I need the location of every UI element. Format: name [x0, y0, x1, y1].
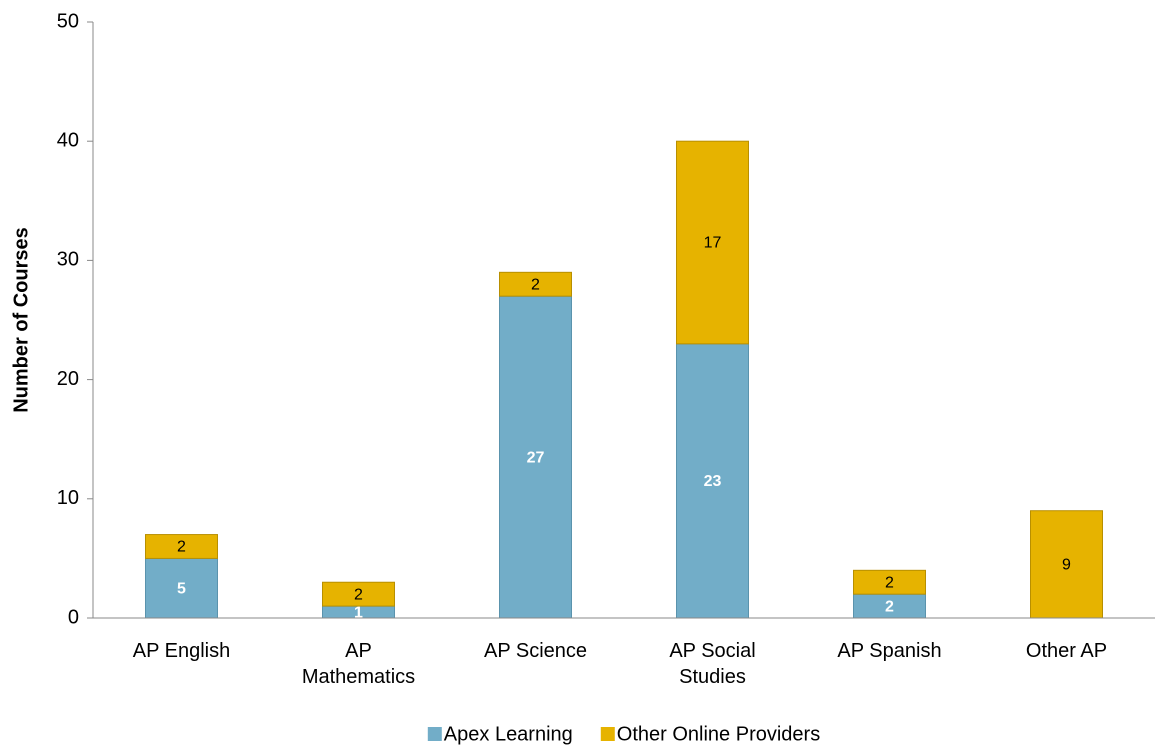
- data-label: 2: [885, 574, 894, 591]
- data-label: 17: [704, 235, 722, 252]
- data-label: 27: [527, 449, 545, 466]
- x-tick-label: AP Mathematics: [302, 640, 415, 688]
- legend-swatch: [427, 727, 442, 741]
- data-label: 2: [885, 598, 894, 615]
- y-tick-label: 0: [68, 606, 79, 628]
- x-tick-label: AP English: [133, 640, 230, 662]
- x-tick-label: Other AP: [1026, 640, 1107, 662]
- x-tick-label: AP Spanish: [837, 640, 941, 662]
- bar-segment: [145, 534, 218, 559]
- y-tick-label: 50: [57, 10, 79, 32]
- y-axis-title: Number of Courses: [10, 227, 32, 413]
- legend-swatch: [600, 727, 615, 741]
- y-tick-label: 30: [57, 249, 79, 271]
- data-label: 9: [1062, 557, 1071, 574]
- legend: Apex Learning Other Online Providers: [427, 723, 820, 745]
- data-label: 23: [704, 473, 722, 490]
- bar-segment: [322, 581, 395, 607]
- y-tick-label: 10: [57, 487, 79, 509]
- legend-label: Other Online Providers: [617, 723, 820, 745]
- y-tick-label: 20: [57, 368, 79, 390]
- bar-segment: [853, 569, 926, 595]
- data-label: 2: [531, 276, 540, 293]
- x-tick-label: AP Science: [484, 640, 587, 662]
- x-tick-label: AP Social Studies: [669, 640, 755, 688]
- bar-segment: [1030, 510, 1103, 619]
- y-tick-label: 40: [57, 129, 79, 151]
- data-label: 2: [177, 539, 186, 556]
- data-label: 1: [354, 604, 363, 621]
- bar-segment: [499, 271, 572, 297]
- bar-segment: [676, 140, 749, 345]
- data-label: 2: [354, 586, 363, 603]
- data-label: 5: [177, 580, 186, 597]
- legend-label: Apex Learning: [444, 723, 573, 745]
